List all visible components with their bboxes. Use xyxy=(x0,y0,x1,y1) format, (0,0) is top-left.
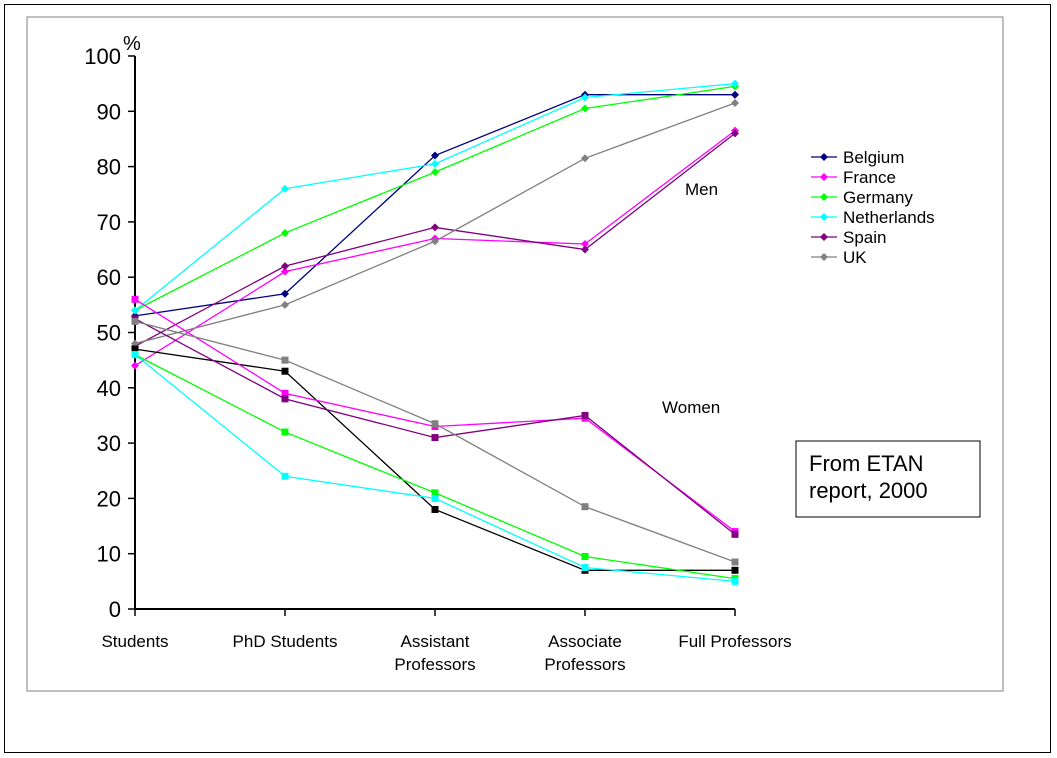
women-point-uk xyxy=(281,356,289,364)
women-point-netherlands xyxy=(131,351,139,359)
women-point-germany xyxy=(581,552,589,560)
men-point-germany xyxy=(581,104,589,113)
women-point-france xyxy=(131,295,139,303)
men-point-uk xyxy=(431,237,439,246)
men-point-netherlands xyxy=(581,93,589,102)
legend-label-uk: UK xyxy=(843,248,867,267)
men-point-netherlands xyxy=(281,184,289,193)
women-point-france xyxy=(281,389,289,397)
women-point-spain xyxy=(731,530,739,538)
men-point-uk xyxy=(281,300,289,309)
legend-marker-france xyxy=(820,173,828,181)
men-point-france xyxy=(131,361,139,370)
annotation-women: Women xyxy=(662,398,720,417)
men-point-belgium xyxy=(431,151,439,160)
men-point-uk xyxy=(731,99,739,108)
women-point-belgium xyxy=(281,367,289,375)
line-chart: 0 10 20 30 40 50 60 70 80 90 100% Students PhD Stud… xyxy=(26,16,1004,692)
y-tick-label: 50 xyxy=(97,321,121,346)
women-line-uk xyxy=(134,320,736,563)
men-point-spain xyxy=(731,129,739,138)
women-point-netherlands xyxy=(431,494,439,502)
women-point-uk xyxy=(581,503,589,511)
legend-label-netherlands: Netherlands xyxy=(843,208,935,227)
women-point-uk xyxy=(431,420,439,428)
legend-marker-spain xyxy=(820,233,828,241)
x-tick-label: Students xyxy=(101,632,168,651)
men-point-belgium xyxy=(731,90,739,99)
men-series-lines xyxy=(131,79,739,370)
y-tick-label: 0 xyxy=(109,597,121,622)
annotations: Men Women From ETAN report, 2000 xyxy=(662,180,981,518)
legend-label-france: France xyxy=(843,168,896,187)
women-point-belgium xyxy=(731,566,739,574)
men-point-germany xyxy=(431,168,439,177)
legend-marker-belgium xyxy=(820,153,828,161)
men-point-spain xyxy=(581,245,589,254)
legend-label-germany: Germany xyxy=(843,188,913,207)
x-tick-label: Assistant Professors xyxy=(394,632,475,674)
y-tick-label: 100 xyxy=(84,44,121,69)
x-axis: Students PhD Students Assistant Professors A… xyxy=(101,608,792,674)
legend-label-spain: Spain xyxy=(843,228,886,247)
women-line-germany xyxy=(134,354,736,580)
y-axis: 0 10 20 30 40 50 60 70 80 90 100% xyxy=(84,33,141,622)
x-tick-label: PhD Students xyxy=(233,632,338,651)
women-point-germany xyxy=(281,428,289,436)
women-point-spain xyxy=(581,411,589,419)
men-point-spain xyxy=(431,223,439,232)
women-point-belgium xyxy=(131,345,139,353)
y-tick-label: 40 xyxy=(97,376,121,401)
y-tick-label: 30 xyxy=(97,431,121,456)
women-point-spain xyxy=(431,434,439,442)
men-point-netherlands xyxy=(431,159,439,168)
men-point-spain xyxy=(281,262,289,271)
legend-marker-netherlands xyxy=(820,213,828,221)
men-point-uk xyxy=(581,154,589,163)
y-tick-label: 60 xyxy=(97,265,121,290)
legend-label-belgium: Belgium xyxy=(843,148,904,167)
women-point-uk xyxy=(731,558,739,566)
women-line-belgium xyxy=(134,348,735,571)
y-tick-label: 80 xyxy=(97,155,121,180)
women-point-belgium xyxy=(431,505,439,513)
y-tick-label: 20 xyxy=(97,486,121,511)
legend-marker-uk xyxy=(820,253,828,261)
women-point-spain xyxy=(281,395,289,403)
women-point-uk xyxy=(131,317,139,325)
men-point-belgium xyxy=(281,289,289,298)
women-line-netherlands xyxy=(134,354,736,582)
men-point-germany xyxy=(281,228,289,237)
women-point-germany xyxy=(431,489,439,497)
women-point-netherlands xyxy=(581,564,589,572)
men-line-belgium xyxy=(134,94,735,317)
source-label: From ETAN report, 2000 xyxy=(809,451,928,503)
source-box xyxy=(795,440,981,518)
women-point-netherlands xyxy=(281,472,289,480)
men-line-uk xyxy=(134,102,736,345)
y-tick-label: 10 xyxy=(97,542,121,567)
men-line-netherlands xyxy=(134,83,736,311)
y-axis-unit-label: % xyxy=(123,33,141,55)
annotation-men: Men xyxy=(685,180,718,199)
men-point-uk xyxy=(131,339,139,348)
plot-area xyxy=(26,16,1004,692)
figure-frame: 0 10 20 30 40 50 60 70 80 90 100% Students PhD Stud… xyxy=(4,4,1051,753)
men-point-netherlands xyxy=(731,79,739,88)
legend-marker-germany xyxy=(820,193,828,201)
x-tick-label: Full Professors xyxy=(678,632,791,651)
men-point-france xyxy=(581,240,589,249)
y-tick-label: 70 xyxy=(97,210,121,235)
x-tick-label: Associate Professors xyxy=(544,632,625,674)
plot-area-border xyxy=(26,16,1004,692)
women-series-lines xyxy=(131,295,739,585)
men-point-france xyxy=(281,267,289,276)
men-point-netherlands xyxy=(131,306,139,315)
y-tick-label: 90 xyxy=(97,99,121,124)
women-point-netherlands xyxy=(731,577,739,585)
